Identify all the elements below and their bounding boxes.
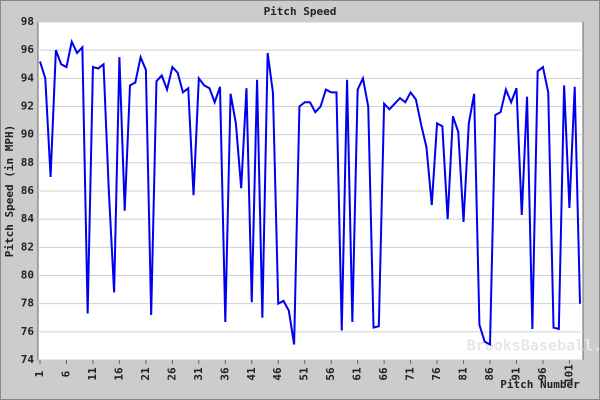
x-tick-label: 101	[562, 364, 575, 384]
y-tick-label: 80	[21, 269, 34, 282]
x-tick-label: 51	[298, 367, 311, 381]
y-tick-label: 96	[21, 43, 35, 56]
y-tick-label: 86	[21, 184, 35, 197]
x-tick-label: 46	[271, 367, 284, 381]
y-tick-label: 98	[21, 15, 34, 28]
x-tick-label: 1	[33, 370, 46, 377]
x-tick-label: 61	[351, 367, 364, 381]
x-tick-label: 91	[509, 367, 522, 381]
y-tick-label: 76	[21, 325, 35, 338]
y-tick-label: 78	[21, 297, 34, 310]
y-tick-label: 88	[21, 156, 34, 169]
x-tick-label: 71	[404, 367, 417, 381]
x-tick-label: 36	[218, 367, 231, 381]
y-tick-label: 92	[21, 100, 34, 113]
x-tick-label: 16	[112, 367, 125, 381]
x-tick-label: 76	[430, 367, 443, 381]
watermark: BrooksBaseball.net	[467, 337, 600, 355]
x-tick-label: 11	[86, 367, 99, 381]
x-tick-label: 41	[245, 367, 258, 381]
x-tick-label: 21	[139, 367, 152, 381]
x-tick-label: 31	[192, 367, 205, 381]
x-tick-label: 26	[165, 367, 178, 381]
y-tick-label: 94	[21, 71, 35, 84]
x-axis-label: Pitch Number	[500, 378, 580, 391]
y-tick-label: 84	[21, 212, 35, 225]
x-tick-label: 96	[536, 367, 549, 381]
data-line	[39, 38, 581, 347]
chart-title: Pitch Speed	[264, 5, 337, 18]
x-tick-label: 81	[457, 367, 470, 381]
y-axis-label: Pitch Speed (in MPH)	[3, 125, 16, 257]
y-tick-label: 82	[21, 240, 34, 253]
x-tick-label: 6	[59, 370, 72, 377]
x-tick-label: 56	[324, 367, 337, 381]
x-tick-label: 66	[377, 367, 390, 381]
x-tick-label: 86	[483, 367, 496, 381]
y-tick-label: 74	[21, 353, 35, 366]
y-tick-label: 90	[21, 128, 34, 141]
